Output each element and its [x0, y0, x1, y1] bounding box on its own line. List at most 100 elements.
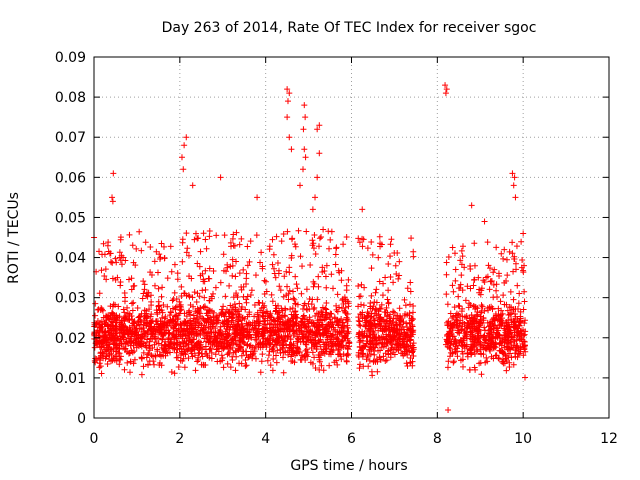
data-point [126, 327, 133, 334]
data-point [267, 333, 274, 340]
data-point [509, 170, 516, 177]
data-point [501, 360, 508, 367]
data-point [323, 342, 330, 349]
y-tick-label: 0 [77, 411, 86, 427]
data-point [339, 297, 346, 304]
data-point [239, 333, 246, 340]
data-point [177, 357, 184, 364]
data-point [194, 330, 201, 337]
data-point [301, 302, 308, 309]
data-point [296, 349, 303, 356]
data-point [340, 241, 347, 248]
data-point [132, 326, 139, 333]
data-point [104, 242, 111, 249]
data-point [148, 352, 155, 359]
data-point [103, 346, 110, 353]
data-point [109, 194, 116, 201]
data-point [139, 295, 146, 302]
data-point [459, 305, 466, 312]
data-point [229, 256, 236, 263]
data-point [153, 339, 160, 346]
data-point [332, 340, 339, 347]
data-point [127, 350, 134, 357]
data-point [298, 290, 305, 297]
data-point [217, 358, 224, 365]
data-point [338, 338, 345, 345]
data-point [258, 249, 265, 256]
data-point [278, 238, 285, 245]
data-point [458, 247, 465, 254]
data-point [269, 298, 276, 305]
data-point [138, 355, 145, 362]
data-point [127, 342, 134, 349]
data-point [168, 268, 175, 275]
data-point [217, 174, 224, 181]
data-point [316, 122, 323, 129]
data-point [339, 337, 346, 344]
data-point [223, 337, 230, 344]
data-point [92, 300, 99, 307]
data-point [513, 243, 520, 250]
data-point [506, 248, 513, 255]
data-point [478, 309, 485, 316]
data-point [311, 280, 318, 287]
data-point [373, 307, 380, 314]
data-point [386, 253, 393, 260]
data-point [280, 341, 287, 348]
data-point [387, 320, 394, 327]
data-point [272, 307, 279, 314]
data-point [102, 355, 109, 362]
data-point [451, 304, 458, 311]
data-point [156, 362, 163, 369]
data-point [160, 243, 167, 250]
data-point [396, 258, 403, 265]
data-point [96, 323, 103, 330]
data-point [273, 352, 280, 359]
data-point [136, 228, 143, 235]
data-point [486, 286, 493, 293]
data-point [260, 304, 267, 311]
data-point [459, 243, 466, 250]
data-point [361, 284, 368, 291]
data-point [274, 347, 281, 354]
data-point [231, 329, 238, 336]
data-point [155, 285, 162, 292]
y-tick-label: 0.09 [55, 50, 86, 66]
data-point [227, 263, 234, 270]
data-point [92, 359, 99, 366]
data-point [132, 337, 139, 344]
data-point [490, 341, 497, 348]
data-point [521, 331, 528, 338]
data-point [444, 364, 451, 371]
data-point [120, 344, 127, 351]
data-point [358, 281, 365, 288]
data-point [269, 367, 276, 374]
data-point [128, 347, 135, 354]
data-point [300, 353, 307, 360]
data-point [172, 306, 179, 313]
data-point [97, 363, 104, 370]
data-point [238, 235, 245, 242]
data-point [393, 329, 400, 336]
data-point [133, 245, 140, 252]
data-point [288, 146, 295, 153]
data-point [157, 254, 164, 261]
data-point [294, 338, 301, 345]
data-point [240, 283, 247, 290]
data-point [125, 335, 132, 342]
data-point [141, 313, 148, 320]
data-point [151, 282, 158, 289]
data-point [103, 276, 110, 283]
data-point [192, 367, 199, 374]
data-point [344, 322, 351, 329]
data-point [367, 344, 374, 351]
data-point [277, 287, 284, 294]
data-point [128, 338, 135, 345]
data-point [521, 338, 528, 345]
data-point [346, 343, 353, 350]
data-point [380, 343, 387, 350]
data-point [475, 274, 482, 281]
data-point [454, 353, 461, 360]
data-point [138, 334, 145, 341]
data-point [406, 337, 413, 344]
